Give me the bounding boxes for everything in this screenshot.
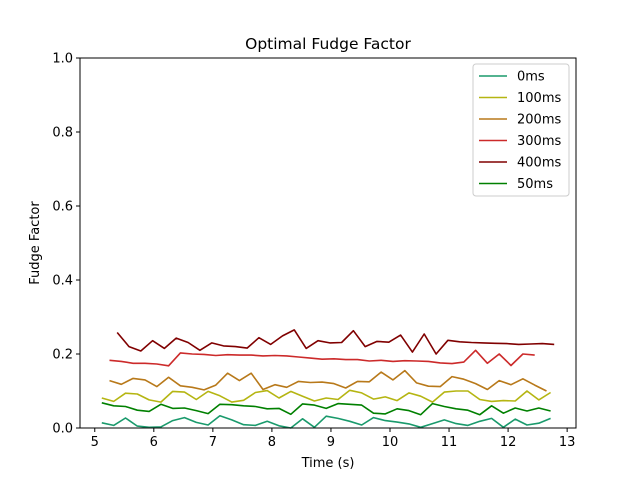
series-line-0ms: [101, 414, 551, 429]
y-tick-label: 1.0: [52, 52, 73, 67]
x-axis-label: Time (s): [301, 456, 355, 471]
x-tick-label: 7: [209, 435, 217, 450]
legend: 0ms 100ms 200ms 300ms 400ms 50ms: [472, 63, 570, 197]
x-tick-label: 11: [441, 435, 458, 450]
x-tick-label: 9: [327, 435, 335, 450]
y-tick-label: 0.8: [52, 126, 73, 141]
y-axis-label: Fudge Factor: [28, 201, 43, 285]
series-line-200ms: [109, 369, 547, 392]
legend-label-100ms: 100ms: [517, 91, 561, 106]
series-line-300ms: [109, 349, 535, 367]
x-tick-label: 8: [268, 435, 276, 450]
legend-label-200ms: 200ms: [517, 113, 561, 128]
legend-label-400ms: 400ms: [517, 156, 561, 171]
series-line-400ms: [116, 329, 555, 355]
y-axis: 0.0 0.2 0.4 0.6 0.8 1.0: [52, 52, 80, 437]
x-tick-label: 13: [559, 435, 576, 450]
series-line-100ms: [101, 389, 552, 403]
x-axis: 5 6 7 8 9 10 11 12 13: [91, 428, 576, 450]
x-tick-label: 12: [500, 435, 517, 450]
x-tick-label: 6: [150, 435, 158, 450]
plot-series-group: [101, 329, 555, 429]
plot-frame: [79, 57, 577, 429]
y-tick-label: 0.0: [52, 422, 73, 437]
x-tick-label: 5: [91, 435, 99, 450]
y-tick-label: 0.2: [52, 348, 73, 363]
legend-label-0ms: 0ms: [517, 70, 545, 85]
series-line-50ms: [101, 402, 551, 416]
y-tick-label: 0.6: [52, 200, 73, 215]
legend-label-300ms: 300ms: [517, 134, 561, 149]
legend-label-50ms: 50ms: [517, 177, 553, 192]
y-tick-label: 0.4: [52, 274, 73, 289]
x-tick-label: 10: [382, 435, 399, 450]
chart-title: Optimal Fudge Factor: [245, 35, 411, 53]
